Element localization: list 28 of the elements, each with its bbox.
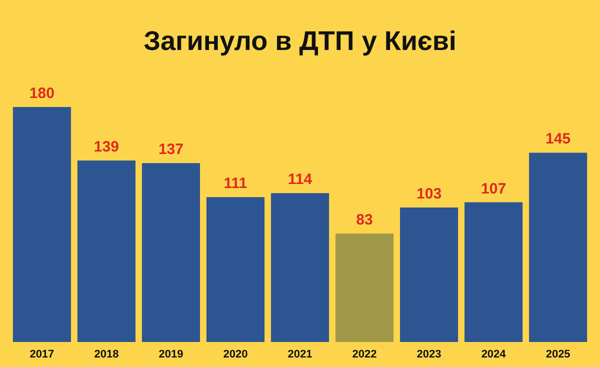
data-label: 107	[481, 180, 506, 198]
data-label: 180	[29, 85, 54, 102]
bar	[335, 234, 394, 342]
data-label: 103	[416, 186, 442, 203]
x-tick-label: 2020	[223, 348, 248, 360]
x-tick-label: 2024	[481, 348, 507, 360]
x-tick-label: 2017	[30, 348, 54, 360]
bar	[12, 107, 71, 342]
x-tick-label: 2025	[546, 348, 570, 360]
x-tick-label: 2023	[416, 348, 442, 360]
data-label: 139	[94, 138, 119, 156]
bar	[206, 197, 265, 342]
x-tick-label: 2019	[158, 348, 184, 360]
bar	[270, 193, 330, 342]
data-label: 145	[546, 130, 571, 148]
x-tick-label: 2021	[288, 348, 312, 360]
bar	[400, 208, 458, 342]
x-tick-label: 2018	[94, 348, 119, 360]
data-label: 111	[224, 175, 248, 192]
chart-title: Загинуло в ДТП у Києві	[144, 26, 456, 56]
bar	[529, 152, 588, 342]
data-label: 83	[356, 212, 373, 229]
bar	[464, 202, 523, 342]
data-label: 114	[288, 171, 313, 188]
bar	[77, 160, 136, 342]
data-label: 137	[158, 141, 184, 158]
x-tick-label: 2022	[352, 348, 377, 360]
bar	[142, 163, 200, 342]
